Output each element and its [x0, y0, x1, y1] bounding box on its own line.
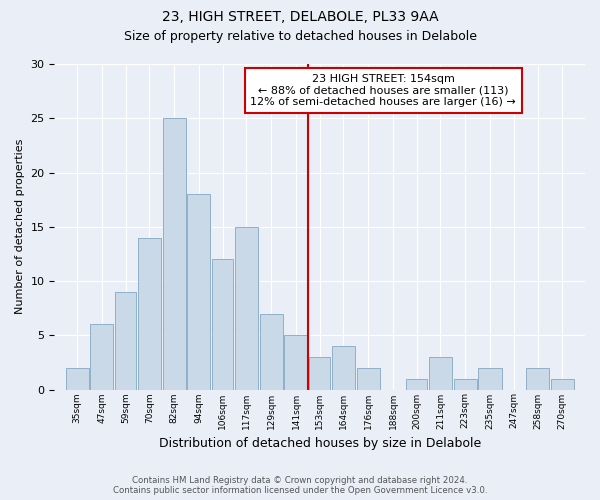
Bar [91, 324, 113, 390]
Bar [115, 292, 136, 390]
Bar [187, 194, 211, 390]
Bar [65, 368, 89, 390]
Bar [478, 368, 502, 390]
Bar [235, 227, 258, 390]
Text: 23 HIGH STREET: 154sqm
← 88% of detached houses are smaller (113)
12% of semi-de: 23 HIGH STREET: 154sqm ← 88% of detached… [250, 74, 516, 107]
Text: Contains HM Land Registry data © Crown copyright and database right 2024.
Contai: Contains HM Land Registry data © Crown c… [113, 476, 487, 495]
Bar [551, 378, 574, 390]
Bar [212, 260, 233, 390]
Bar [406, 378, 427, 390]
Bar [356, 368, 380, 390]
Text: Size of property relative to detached houses in Delabole: Size of property relative to detached ho… [124, 30, 476, 43]
X-axis label: Distribution of detached houses by size in Delabole: Distribution of detached houses by size … [158, 437, 481, 450]
Bar [429, 357, 452, 390]
Bar [138, 238, 161, 390]
Bar [332, 346, 355, 390]
Bar [454, 378, 477, 390]
Bar [284, 336, 308, 390]
Bar [526, 368, 549, 390]
Bar [309, 357, 330, 390]
Y-axis label: Number of detached properties: Number of detached properties [15, 139, 25, 314]
Bar [260, 314, 283, 390]
Bar [163, 118, 186, 390]
Text: 23, HIGH STREET, DELABOLE, PL33 9AA: 23, HIGH STREET, DELABOLE, PL33 9AA [161, 10, 439, 24]
